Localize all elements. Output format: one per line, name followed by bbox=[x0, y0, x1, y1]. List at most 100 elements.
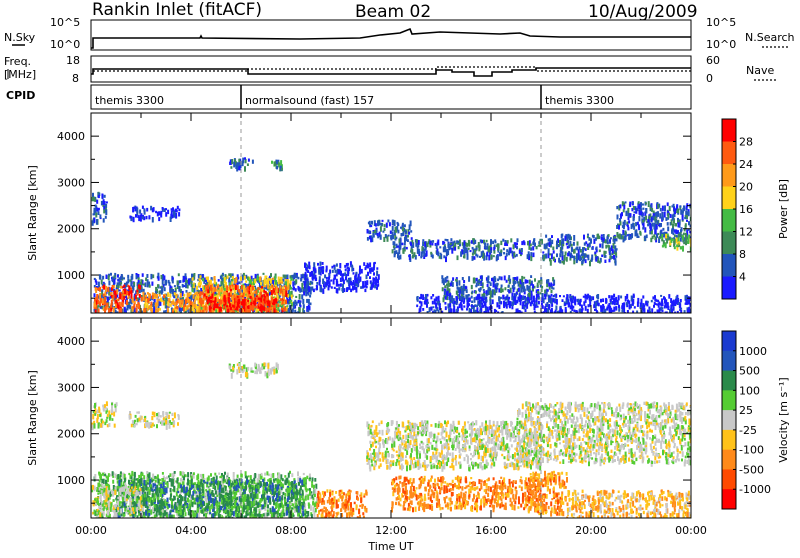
data-cell bbox=[511, 293, 513, 298]
data-cell bbox=[342, 278, 344, 281]
data-cell bbox=[122, 291, 124, 293]
data-cell bbox=[573, 260, 575, 264]
data-cell bbox=[306, 511, 308, 514]
data-cell bbox=[571, 255, 573, 258]
data-cell bbox=[146, 216, 148, 219]
power-cells bbox=[92, 157, 693, 317]
data-cell bbox=[544, 244, 546, 249]
data-cell bbox=[472, 291, 474, 294]
data-cell bbox=[373, 272, 375, 275]
data-cell bbox=[93, 213, 95, 215]
data-cell bbox=[202, 278, 204, 281]
data-cell bbox=[142, 206, 144, 209]
data-cell bbox=[376, 287, 378, 290]
data-cell bbox=[463, 245, 465, 249]
data-cell bbox=[645, 301, 647, 306]
data-cell bbox=[661, 234, 663, 240]
data-cell bbox=[612, 249, 614, 253]
data-cell bbox=[602, 298, 604, 302]
data-cell bbox=[291, 295, 293, 299]
data-cell bbox=[392, 249, 394, 253]
data-cell bbox=[297, 286, 299, 290]
nave-tick-bottom: 0 bbox=[706, 72, 713, 85]
data-cell bbox=[347, 263, 349, 266]
data-cell bbox=[521, 276, 523, 282]
data-cell bbox=[490, 254, 492, 259]
data-cell bbox=[668, 294, 670, 299]
data-cell bbox=[228, 293, 230, 297]
data-cell bbox=[181, 308, 183, 311]
data-cell bbox=[192, 277, 194, 281]
data-cell bbox=[444, 302, 446, 305]
data-cell bbox=[520, 287, 522, 293]
freq-tick-top: 18 bbox=[66, 54, 80, 67]
data-cell bbox=[561, 234, 563, 237]
data-cell bbox=[112, 295, 114, 299]
data-cell bbox=[676, 245, 678, 248]
data-cell bbox=[371, 221, 373, 225]
data-cell bbox=[472, 247, 474, 250]
data-cell bbox=[625, 211, 627, 216]
data-cell bbox=[437, 297, 439, 300]
data-cell bbox=[657, 204, 659, 209]
data-cell bbox=[153, 302, 155, 307]
data-cell bbox=[401, 243, 403, 246]
data-cell bbox=[280, 298, 282, 301]
data-cell bbox=[681, 227, 683, 231]
data-cell bbox=[536, 246, 538, 249]
data-cell bbox=[375, 279, 377, 285]
data-cell bbox=[196, 286, 198, 290]
data-cell bbox=[194, 304, 196, 308]
data-cell bbox=[559, 295, 561, 297]
data-cell bbox=[436, 245, 438, 250]
data-cell bbox=[581, 305, 583, 308]
data-cell bbox=[303, 291, 305, 295]
data-cell bbox=[345, 269, 347, 272]
data-cell bbox=[208, 297, 210, 301]
data-cell bbox=[683, 233, 685, 236]
data-cell bbox=[418, 312, 420, 316]
data-cell bbox=[111, 300, 113, 306]
data-cell bbox=[627, 227, 629, 231]
data-cell bbox=[656, 224, 658, 230]
data-cell bbox=[167, 210, 169, 214]
data-cell bbox=[619, 234, 621, 240]
data-cell bbox=[485, 302, 487, 308]
data-cell bbox=[629, 202, 631, 207]
data-cell bbox=[316, 282, 318, 285]
data-cell bbox=[497, 248, 499, 251]
data-cell bbox=[531, 300, 533, 304]
data-cell bbox=[265, 291, 267, 294]
data-cell bbox=[661, 307, 663, 309]
data-cell bbox=[176, 294, 178, 296]
data-cell bbox=[504, 287, 506, 290]
data-cell bbox=[429, 241, 431, 246]
data-cell bbox=[237, 285, 239, 290]
data-cell bbox=[150, 206, 152, 211]
data-cell bbox=[417, 246, 419, 249]
data-cell bbox=[242, 161, 244, 167]
data-cell bbox=[101, 280, 103, 285]
data-cell bbox=[129, 287, 131, 289]
data-cell bbox=[244, 166, 246, 172]
data-cell bbox=[230, 291, 232, 295]
data-cell bbox=[461, 291, 463, 294]
freq-label-2: [MHz] bbox=[4, 68, 36, 81]
data-cell bbox=[658, 303, 660, 308]
data-cell bbox=[358, 281, 360, 283]
data-cell bbox=[183, 294, 185, 297]
data-cell bbox=[585, 248, 587, 251]
data-cell bbox=[257, 494, 259, 500]
data-cell bbox=[310, 303, 312, 306]
data-cell bbox=[525, 279, 527, 284]
data-cell bbox=[629, 304, 631, 309]
data-cell bbox=[245, 307, 247, 313]
data-cell bbox=[665, 234, 667, 239]
data-cell bbox=[489, 299, 491, 305]
data-cell bbox=[361, 269, 363, 274]
freq-label-1: Freq. bbox=[4, 55, 31, 68]
data-cell bbox=[395, 227, 397, 231]
data-cell bbox=[504, 302, 506, 305]
data-cell bbox=[530, 275, 532, 278]
data-cell bbox=[677, 311, 679, 316]
